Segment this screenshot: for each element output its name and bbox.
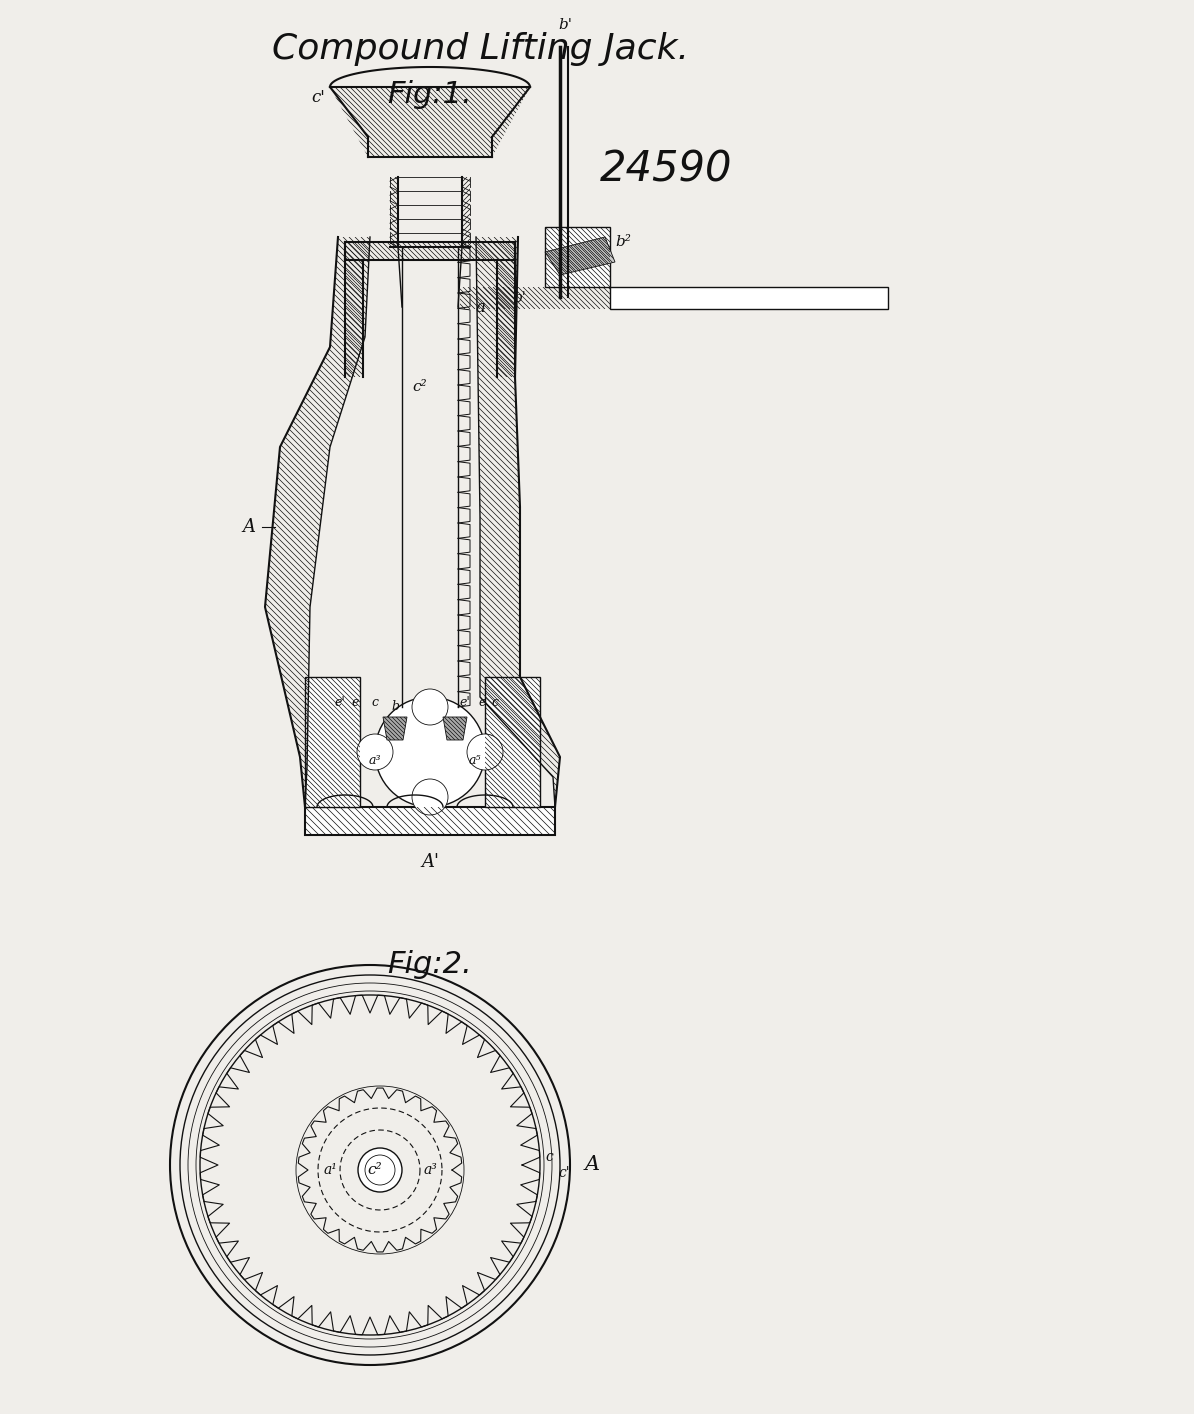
Circle shape — [375, 697, 485, 807]
Text: c: c — [544, 1150, 553, 1164]
Text: b²: b² — [615, 235, 630, 249]
Text: b': b' — [558, 18, 572, 33]
Text: Compound Lifting Jack.: Compound Lifting Jack. — [271, 33, 689, 66]
Text: A': A' — [421, 853, 439, 871]
Polygon shape — [610, 287, 888, 310]
Text: b': b' — [513, 291, 527, 305]
Text: a: a — [475, 298, 485, 315]
Circle shape — [412, 689, 448, 725]
Polygon shape — [544, 228, 610, 287]
Text: e: e — [351, 696, 358, 708]
Text: A: A — [242, 518, 256, 536]
Text: Fig:2.: Fig:2. — [388, 950, 473, 978]
Text: c²: c² — [368, 1162, 382, 1176]
Text: 24590: 24590 — [601, 148, 732, 189]
Text: Fig:1.: Fig:1. — [388, 81, 473, 109]
Text: c²: c² — [413, 380, 427, 395]
Polygon shape — [544, 238, 615, 274]
Text: e': e' — [460, 696, 470, 708]
Polygon shape — [304, 677, 361, 807]
Polygon shape — [304, 807, 555, 836]
Polygon shape — [383, 717, 407, 740]
Circle shape — [365, 1155, 395, 1185]
Text: A: A — [585, 1155, 601, 1175]
Text: e': e' — [334, 696, 345, 708]
Text: c: c — [492, 696, 499, 708]
Circle shape — [358, 1148, 402, 1192]
Circle shape — [357, 734, 393, 771]
Text: c: c — [371, 696, 378, 708]
Text: a³: a³ — [369, 754, 381, 766]
Polygon shape — [443, 717, 467, 740]
Circle shape — [412, 779, 448, 814]
Circle shape — [467, 734, 503, 771]
Text: c': c' — [312, 89, 325, 106]
Text: e: e — [479, 696, 486, 708]
Text: a⁵: a⁵ — [469, 754, 481, 766]
Text: a³: a³ — [423, 1162, 437, 1176]
Text: a¹: a¹ — [324, 1162, 337, 1176]
Text: c': c' — [558, 1167, 570, 1181]
Text: b: b — [390, 700, 399, 714]
Polygon shape — [485, 677, 540, 807]
